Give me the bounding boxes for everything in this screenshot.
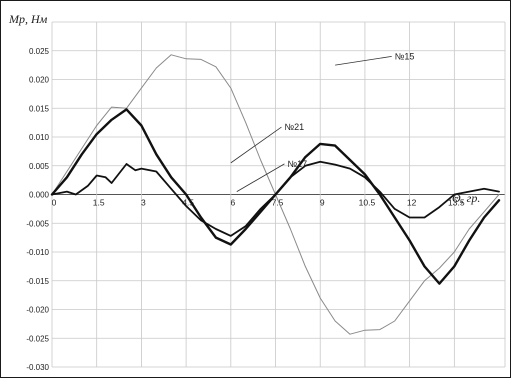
y-tick-label: 0.025: [29, 47, 50, 56]
series-lines: [50, 54, 501, 335]
x-tick-label: 9: [320, 198, 325, 208]
y-tick-label: -0.010: [26, 248, 49, 257]
x-tick-label: 13.5: [448, 198, 465, 208]
x-tick-label: 1.5: [93, 198, 105, 208]
x-tick-label: 10.5: [359, 198, 376, 208]
x-axis-ticks: 0 1.5 3 4.5 6 7.5 9 10.5 12 13.5: [52, 198, 465, 208]
y-tick-label: 0.015: [29, 104, 50, 113]
y-tick-label: 0.000: [29, 191, 50, 200]
label-leader-line: [335, 55, 392, 66]
x-tick-label: 0: [52, 198, 57, 208]
x-axis-title: Θ, гр.: [452, 191, 480, 205]
y-tick-label: 0.005: [29, 162, 50, 171]
label-leader-line: [236, 163, 285, 192]
series-label-1: №15: [395, 51, 415, 61]
series-line-3: [51, 160, 500, 237]
label-leader-line: [230, 126, 282, 164]
y-tick-label: 0.020: [29, 76, 50, 85]
x-tick-label: 6: [230, 198, 235, 208]
y-tick-label: -0.030: [26, 363, 49, 372]
series-labels: №15 №21 №17: [230, 51, 415, 192]
series-label-2: №21: [284, 122, 304, 132]
series-label-3: №17: [287, 159, 307, 169]
y-axis-title: Mр, Нм: [8, 12, 48, 26]
x-tick-label: 7.5: [272, 198, 284, 208]
y-tick-label: -0.020: [26, 306, 49, 315]
x-tick-label: 4.5: [182, 198, 194, 208]
x-tick-label: 3: [141, 198, 146, 208]
y-tick-label: 0.010: [29, 133, 50, 142]
y-axis-ticks: 0.025 0.020 0.015 0.010 0.005 0.000 -0.005 -0.0…: [26, 47, 49, 372]
y-tick-label: -0.025: [26, 334, 49, 343]
y-tick-label: -0.005: [26, 219, 49, 228]
y-tick-label: -0.015: [26, 277, 49, 286]
x-tick-label: 12: [407, 198, 417, 208]
